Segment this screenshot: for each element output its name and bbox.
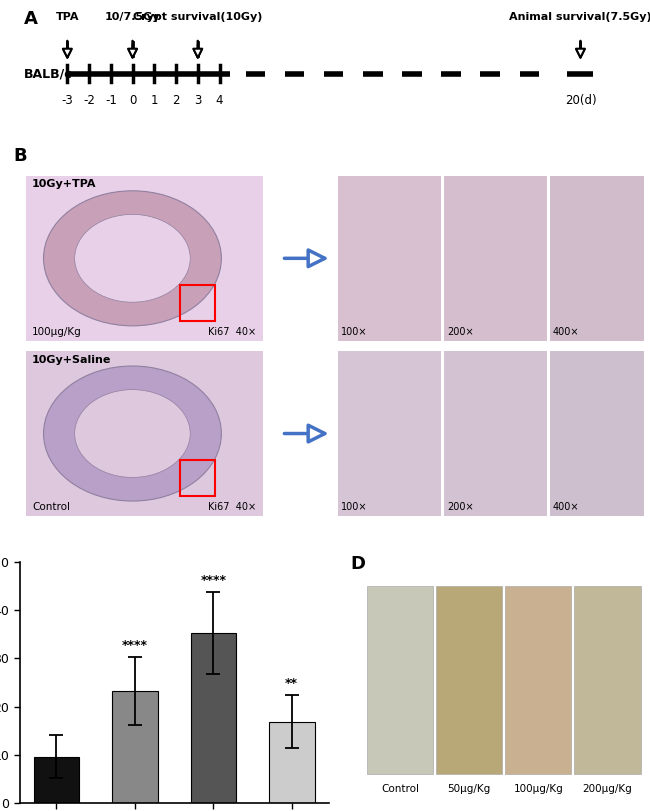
Bar xyxy=(26,176,263,341)
Text: 20(d): 20(d) xyxy=(565,93,596,106)
Text: 10Gy+Saline: 10Gy+Saline xyxy=(32,354,111,365)
Text: 0: 0 xyxy=(129,93,136,106)
Text: 200μg/Kg: 200μg/Kg xyxy=(582,783,632,794)
Bar xyxy=(550,351,650,516)
Bar xyxy=(575,586,641,774)
Text: 200×: 200× xyxy=(447,327,474,337)
Text: 100×: 100× xyxy=(341,327,367,337)
Text: 400×: 400× xyxy=(553,502,580,513)
Text: D: D xyxy=(350,555,365,573)
Text: 100μg/Kg: 100μg/Kg xyxy=(514,783,563,794)
Bar xyxy=(338,176,441,341)
Bar xyxy=(550,176,650,341)
Ellipse shape xyxy=(44,191,222,326)
Text: 100×: 100× xyxy=(341,502,367,513)
Text: Control: Control xyxy=(32,502,70,513)
Text: B: B xyxy=(13,148,27,165)
Ellipse shape xyxy=(44,366,222,501)
Text: Ki67  40×: Ki67 40× xyxy=(209,327,257,337)
Ellipse shape xyxy=(75,389,190,478)
Text: 2: 2 xyxy=(172,93,180,106)
Bar xyxy=(26,351,263,516)
Text: Ki67  40×: Ki67 40× xyxy=(209,502,257,513)
Bar xyxy=(338,351,441,516)
Bar xyxy=(269,722,315,803)
Bar xyxy=(444,176,547,341)
Text: -1: -1 xyxy=(105,93,117,106)
Bar xyxy=(190,633,236,803)
Text: 1: 1 xyxy=(151,93,158,106)
Bar xyxy=(34,757,79,803)
Text: 200×: 200× xyxy=(447,502,474,513)
Bar xyxy=(180,285,215,321)
Text: Animal survival(7.5Gy): Animal survival(7.5Gy) xyxy=(509,11,650,22)
Text: 4: 4 xyxy=(216,93,224,106)
Text: -2: -2 xyxy=(83,93,95,106)
Text: Crypt survival(10Gy): Crypt survival(10Gy) xyxy=(133,11,263,22)
Text: ****: **** xyxy=(122,638,148,651)
Text: A: A xyxy=(24,10,38,28)
Bar xyxy=(505,586,571,774)
Bar xyxy=(444,351,547,516)
Text: 10Gy+TPA: 10Gy+TPA xyxy=(32,179,96,190)
Text: 50μg/Kg: 50μg/Kg xyxy=(447,783,491,794)
Text: 400×: 400× xyxy=(553,327,580,337)
Text: TPA: TPA xyxy=(56,11,79,22)
Text: Control: Control xyxy=(381,783,419,794)
Text: -3: -3 xyxy=(62,93,73,106)
Bar xyxy=(180,460,215,496)
Ellipse shape xyxy=(75,214,190,303)
Text: 100μg/Kg: 100μg/Kg xyxy=(32,327,82,337)
Bar xyxy=(367,586,433,774)
Text: BALB/c: BALB/c xyxy=(24,67,72,80)
Text: 3: 3 xyxy=(194,93,202,106)
Bar xyxy=(112,691,157,803)
Text: ****: **** xyxy=(200,573,226,586)
Text: **: ** xyxy=(285,676,298,689)
Text: 10/7.5Gy: 10/7.5Gy xyxy=(105,11,161,22)
Bar xyxy=(436,586,502,774)
